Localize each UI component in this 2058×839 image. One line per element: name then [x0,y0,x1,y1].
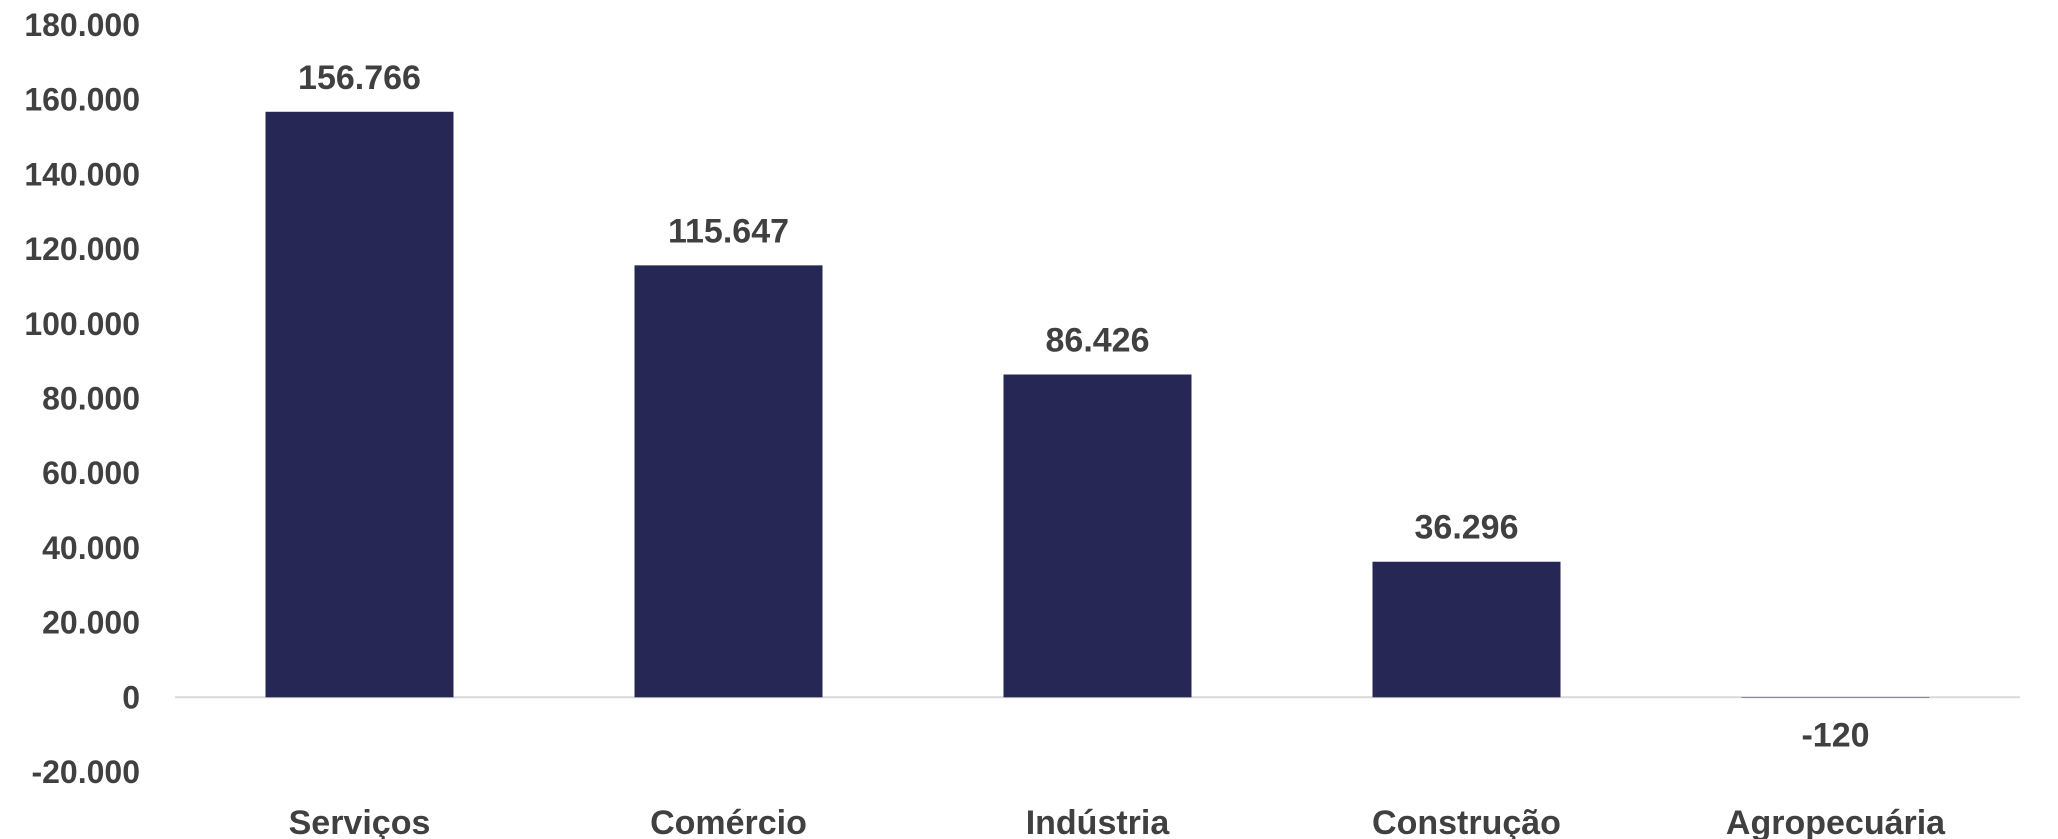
y-axis: 180.000 160.000 140.000 120.000 100.000 80.00… [24,7,140,790]
bar-construção [1372,561,1561,698]
y-tick-label: 120.000 [24,231,140,267]
data-label: 36.296 [1415,509,1519,547]
y-tick-label: 40.000 [42,530,140,566]
x-category-label: Indústria [1026,804,1171,839]
x-category-label: Construção [1372,804,1561,839]
y-tick-label: 100.000 [24,306,140,342]
x-category-label: Comércio [650,804,807,839]
bar-indústria [1003,374,1192,698]
y-tick-label: 60.000 [42,455,140,491]
y-tick-label: -20.000 [31,754,140,790]
data-label: 156.766 [298,59,421,97]
data-label: -120 [1801,717,1869,755]
bar-serviços [265,111,454,698]
data-label: 86.426 [1046,321,1150,359]
x-category-label: Agropecuária [1726,804,1946,839]
y-tick-label: 0 [122,679,140,715]
y-tick-label: 160.000 [24,82,140,118]
y-tick-label: 180.000 [24,7,140,43]
bars-group [265,111,1930,698]
data-labels-group: 156.766 115.647 86.426 36.296 -120 [298,59,1869,755]
y-tick-label: 20.000 [42,605,140,641]
x-axis: Serviços Comércio Indústria Construção Agrop… [289,804,1947,839]
y-tick-label: 80.000 [42,381,140,417]
x-category-label: Serviços [289,804,431,839]
bar-comércio [634,265,823,698]
y-tick-label: 140.000 [24,156,140,192]
data-label: 115.647 [668,212,789,250]
